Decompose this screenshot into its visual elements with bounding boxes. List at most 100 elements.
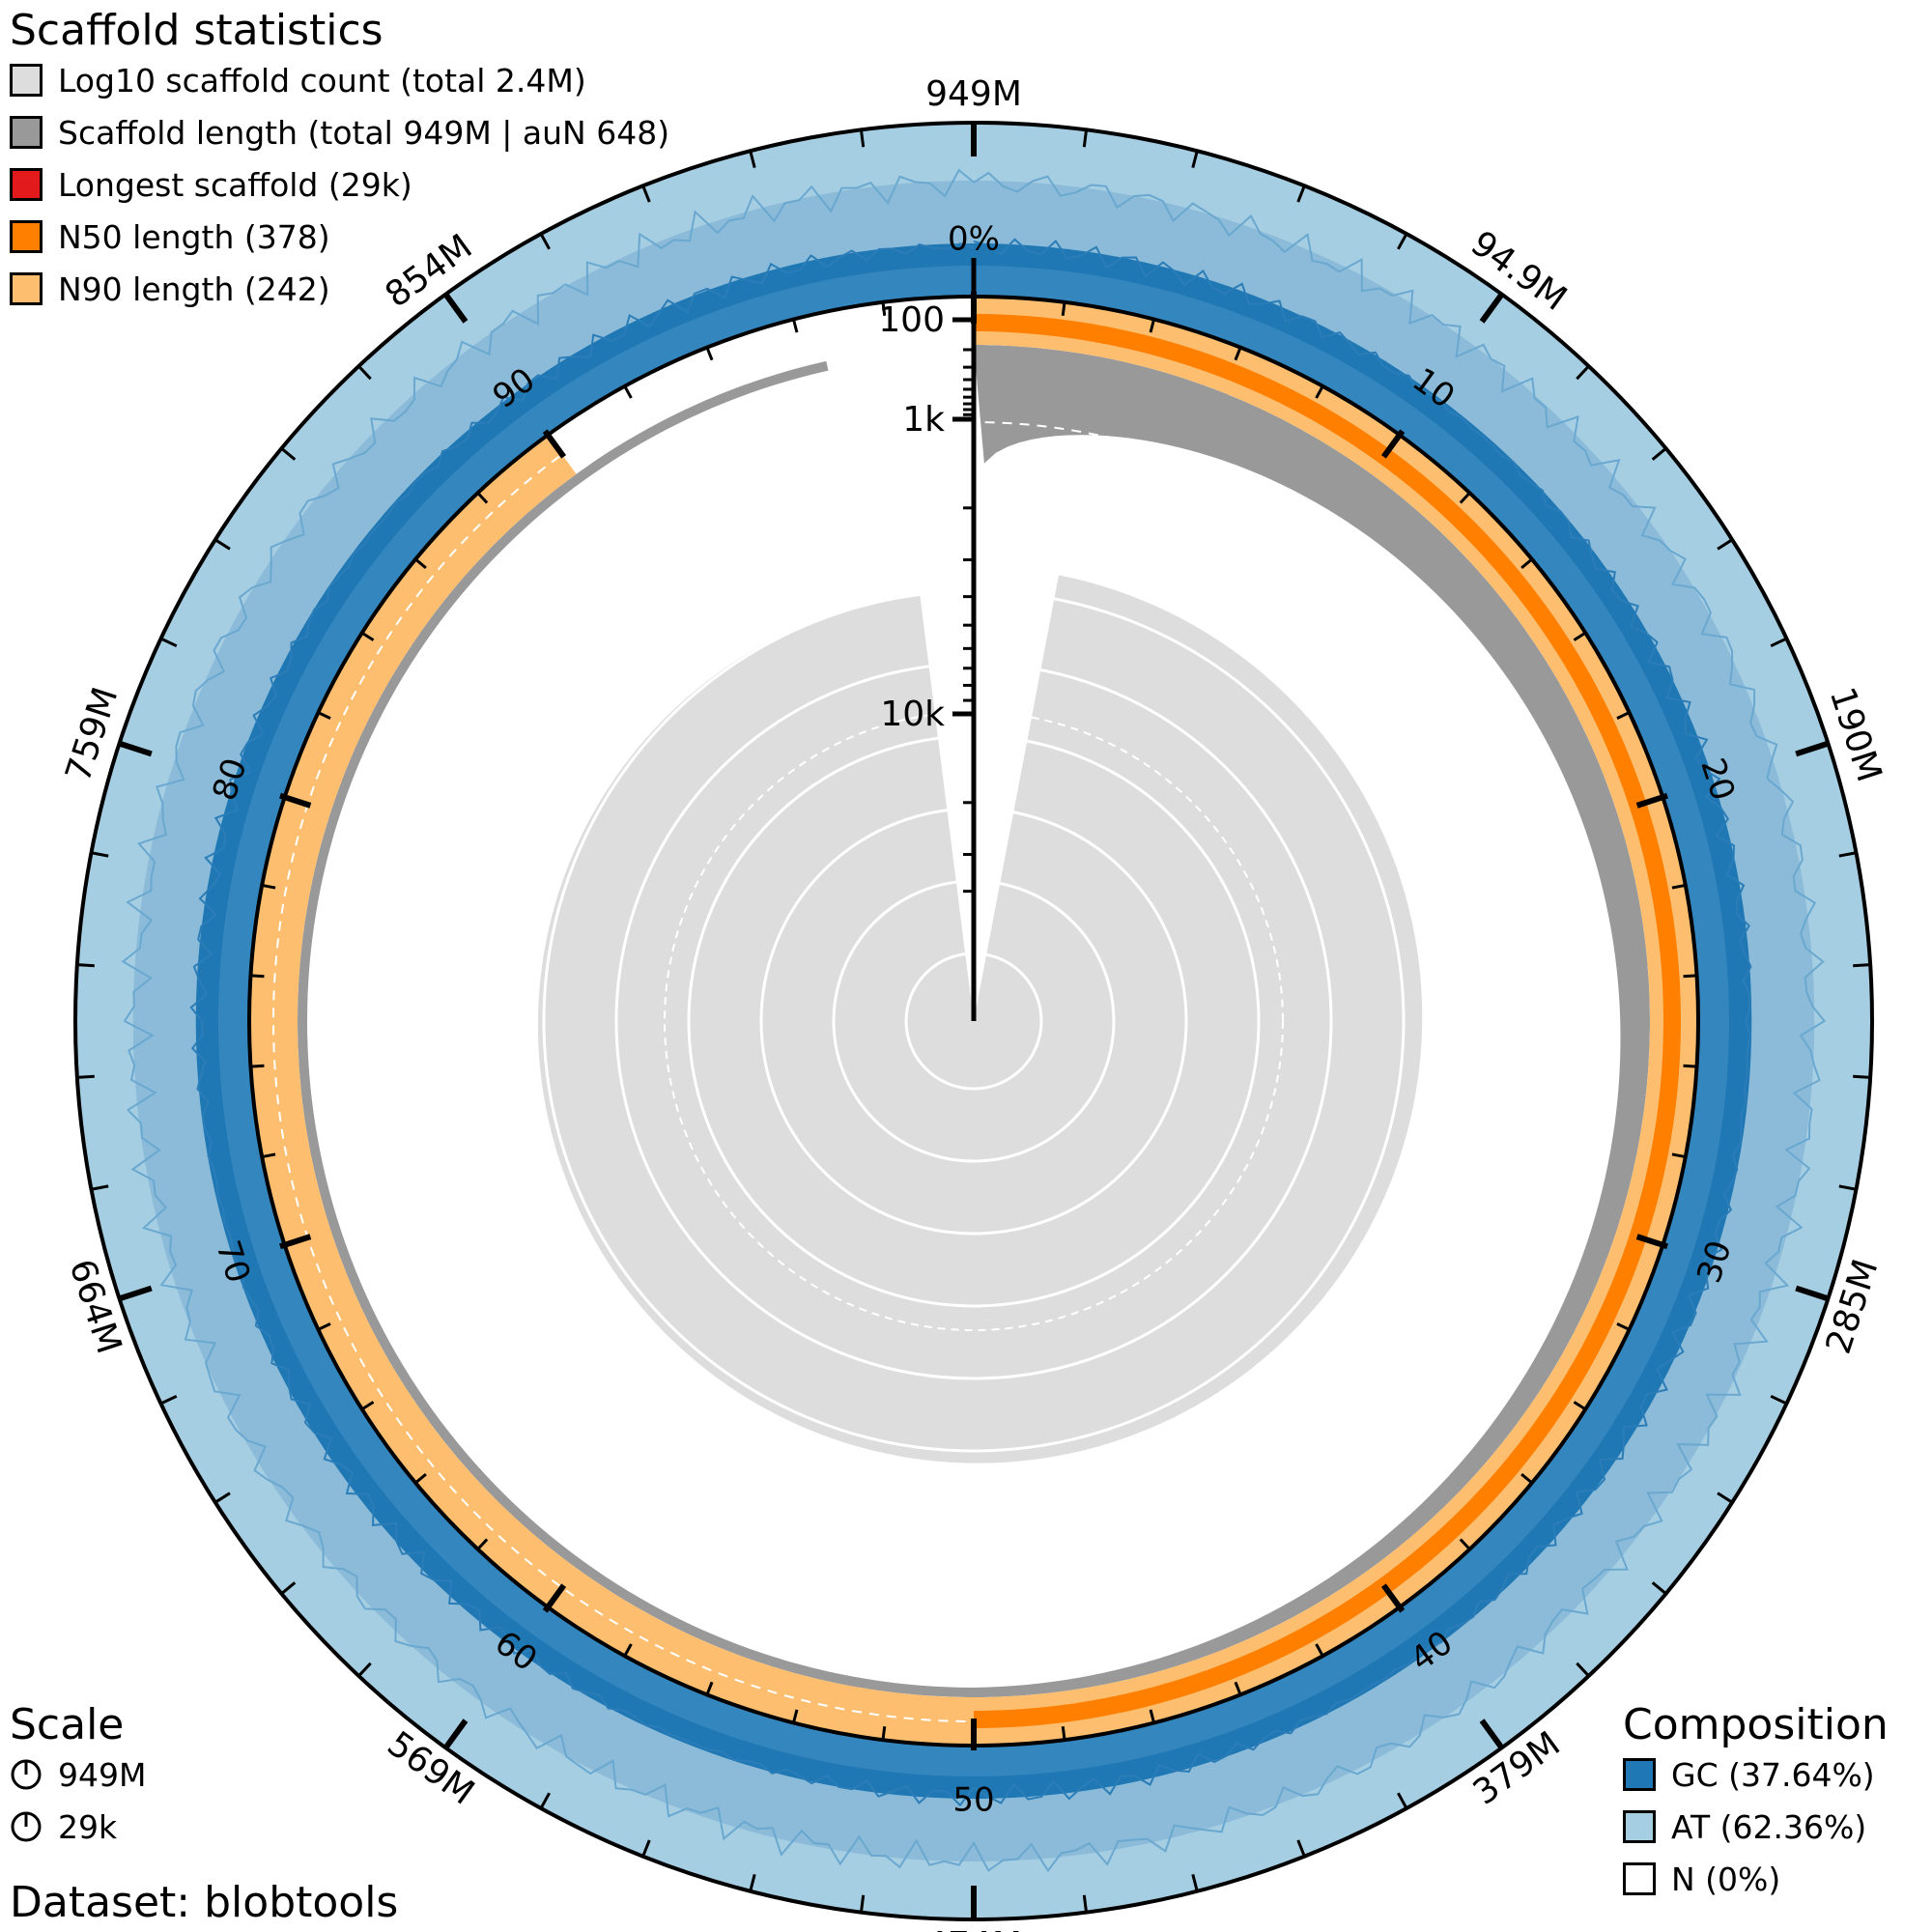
outer-minor-tick [1397,233,1408,250]
outer-minor-tick [1853,1074,1871,1079]
legend-item-n50: N50 length (378) [10,211,669,263]
percent-minor-tick [262,1152,276,1159]
percent-minor-tick [262,883,276,890]
length-axis-label: 1k [902,400,945,440]
percent-major-tick [542,1583,567,1613]
percent-minor-tick [1234,347,1242,361]
outer-minor-tick [357,365,372,381]
outer-minor-tick [539,1792,551,1809]
scale-label-longest: 29k [58,1807,118,1846]
legend-item-scaffold-count: Log10 scaffold count (total 2.4M) [10,54,669,106]
outer-minor-tick [76,963,95,968]
legend-label-scaffold-length: Scaffold length (total 949M | auN 648) [58,113,670,152]
clock-icon [11,1811,42,1842]
count-gridline-dashed [664,711,1284,1331]
percent-minor-tick [705,1681,714,1695]
swatch-gc [1623,1758,1656,1791]
outer-minor-tick [1082,129,1089,148]
outer-major-tick [1795,1285,1830,1302]
legend-label-n90: N90 length (242) [58,270,330,308]
outer-minor-tick [749,150,756,169]
clock-icon [11,1759,42,1790]
swatch-at [1623,1810,1656,1843]
legend-title: Scaffold statistics [10,6,384,55]
outer-minor-tick [76,1074,95,1079]
percent-major-tick [1380,1583,1406,1613]
outer-minor-tick [91,851,109,858]
outer-minor-tick [1191,150,1199,169]
outer-minor-tick [213,1492,231,1504]
percent-tick-label: 0% [948,220,1000,259]
percent-minor-tick [1520,557,1533,570]
percent-minor-tick [1616,711,1631,720]
percent-tick-label: 50 [952,1781,994,1820]
outer-minor-tick [1838,851,1857,858]
percent-major-tick [1635,1234,1668,1250]
gc-profile-line [189,238,1752,1807]
percent-minor-tick [792,1709,799,1723]
outer-minor-tick [1717,1492,1734,1504]
composition-label-at: AT (62.36%) [1671,1807,1867,1846]
legend-label-longest: Longest scaffold (29k) [58,165,412,204]
legend-item-scaffold-length: Scaffold length (total 949M | auN 648) [10,106,669,158]
percent-major-tick [279,792,312,809]
legend-label-scaffold-count: Log10 scaffold count (total 2.4M) [58,61,586,99]
percent-minor-tick [623,385,633,399]
percent-minor-tick [1671,1152,1686,1159]
outer-tick-label: 949M [925,74,1022,114]
dataset-label: Dataset: blobtools [10,1878,399,1927]
percent-minor-tick [317,711,331,720]
percent-major-tick [1635,792,1668,809]
scale-legend: Scale 949M 29k [10,1702,146,1853]
percent-minor-tick [1149,319,1155,333]
outer-minor-tick [1717,538,1734,551]
outer-major-tick [442,1719,469,1750]
outer-minor-tick [213,538,231,551]
outer-major-tick [118,1285,153,1302]
outer-minor-tick [159,637,178,648]
outer-minor-tick [1651,447,1667,461]
swatch-n90 [10,272,43,305]
outer-major-tick [118,740,153,757]
percent-minor-tick [414,557,427,570]
swatch-n50 [10,220,43,253]
percent-minor-tick [1459,492,1471,504]
outer-minor-tick [1191,1873,1199,1892]
outer-minor-tick [1651,1581,1667,1595]
percent-minor-tick [881,301,887,316]
outer-minor-tick [859,1894,866,1913]
percent-minor-tick [1061,301,1066,316]
outer-minor-tick [357,1662,372,1677]
composition-title: Composition [1623,1700,1889,1749]
outer-minor-tick [1770,637,1788,648]
percent-major-tick [1380,429,1406,459]
outer-major-tick [1479,292,1505,324]
percent-minor-tick [1234,1681,1242,1695]
percent-minor-tick [414,1472,427,1485]
scaffold-statistics-legend: Scaffold statistics Log10 scaffold count… [10,8,669,315]
percent-minor-tick [1315,1643,1324,1657]
outer-minor-tick [1853,963,1871,968]
legend-item-longest: Longest scaffold (29k) [10,158,669,211]
legend-label-n50: N50 length (378) [58,217,330,256]
outer-minor-tick [859,129,866,148]
at-profile-line [121,168,1827,1873]
percent-minor-tick [1683,1064,1697,1068]
outer-minor-tick [159,1394,178,1406]
percent-minor-tick [1616,1322,1631,1331]
length-axis-label: 10k [880,695,945,734]
composition-label-gc: GC (37.64%) [1671,1755,1875,1794]
percent-minor-tick [1683,974,1697,979]
percent-minor-tick [1573,631,1587,641]
percent-minor-tick [476,492,489,504]
outer-minor-tick [1838,1184,1857,1191]
legend-item-n90: N90 length (242) [10,263,669,315]
percent-minor-tick [1061,1726,1066,1741]
length-gridline [374,421,1574,1621]
percent-minor-tick [1315,385,1324,399]
outer-minor-tick [1576,1662,1590,1677]
percent-minor-tick [476,1538,489,1550]
outer-minor-tick [539,233,551,250]
outer-major-tick [1795,740,1830,757]
